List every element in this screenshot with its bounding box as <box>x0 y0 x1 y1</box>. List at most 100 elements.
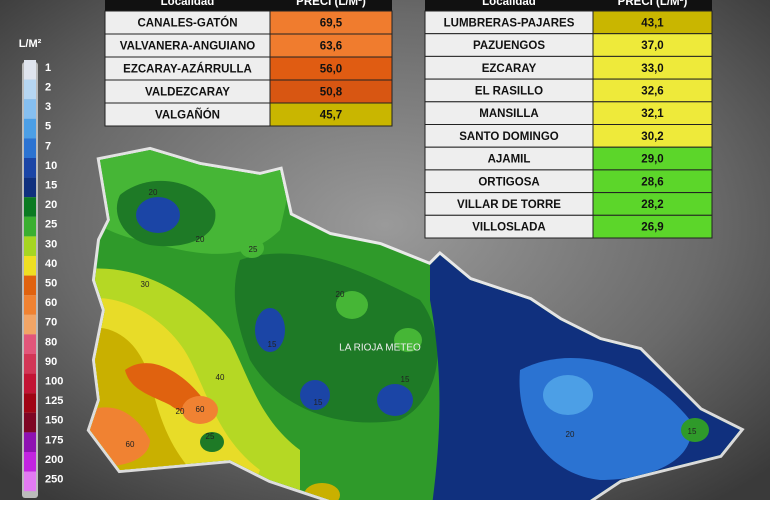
legend-swatch <box>24 275 36 296</box>
legend-label: 2 <box>45 82 51 94</box>
precip-value: 43,1 <box>641 17 664 29</box>
legend-label: 50 <box>45 278 57 290</box>
location-name: MANSILLA <box>479 108 538 120</box>
legend-label: 200 <box>45 454 63 466</box>
legend-swatch <box>24 452 36 472</box>
legend-label: 175 <box>45 434 63 446</box>
contour-label: 15 <box>401 375 410 384</box>
precip-value: 32,6 <box>641 85 663 97</box>
legend-swatch <box>24 79 36 100</box>
legend: 1 2 3 5 7 10 15 20 25 30 40 50 60 70 80 90 100 125 150 175 2… <box>24 60 63 492</box>
precip-value: 29,0 <box>641 154 663 166</box>
precip-value: 30,2 <box>641 131 663 143</box>
contour-label: 25 <box>206 432 215 441</box>
legend-title: L/M² <box>19 38 42 50</box>
table-header <box>425 0 712 11</box>
location-name: EL RASILLO <box>475 85 543 97</box>
legend-swatch <box>24 138 36 158</box>
location-name: VILLAR DE TORRE <box>457 199 561 211</box>
legend-label: 5 <box>45 121 51 133</box>
legend-swatch <box>24 197 36 217</box>
location-name: LUMBRERAS-PAJARES <box>444 17 575 29</box>
legend-swatch <box>24 412 36 433</box>
precip-value: 50,8 <box>320 87 343 99</box>
legend-swatch <box>24 177 36 198</box>
legend-swatch <box>24 314 36 335</box>
watermark: LA RIOJA METEO <box>339 343 421 354</box>
legend-swatch <box>24 354 36 374</box>
location-name: PAZUENGOS <box>473 40 545 52</box>
legend-label: 10 <box>45 160 57 172</box>
legend-label: 100 <box>45 376 63 388</box>
legend-label: 7 <box>45 140 51 152</box>
location-name: VALVANERA-ANGUIANO <box>120 41 255 53</box>
legend-label: 15 <box>45 180 57 192</box>
precip-value: 69,5 <box>320 18 343 30</box>
legend-label: 70 <box>45 317 57 329</box>
contour-label: 20 <box>149 188 158 197</box>
legend-label: 40 <box>45 258 57 270</box>
legend-label: 250 <box>45 474 63 486</box>
legend-label: 150 <box>45 415 63 427</box>
precip-value: 63,6 <box>320 41 342 53</box>
legend-label: 3 <box>45 101 51 113</box>
contour-label: 25 <box>249 245 258 254</box>
legend-swatch <box>24 216 36 237</box>
contour-label: 20 <box>336 290 345 299</box>
legend-swatch <box>24 295 36 315</box>
legend-swatch <box>24 236 36 256</box>
legend-swatch <box>24 60 36 80</box>
precip-value: 32,1 <box>641 108 664 120</box>
precip-value: 37,0 <box>641 40 663 52</box>
header-cell: PRECI (L/M²) <box>618 0 688 8</box>
legend-label: 25 <box>45 219 57 231</box>
contour-label: 60 <box>126 440 135 449</box>
precip-value: 45,7 <box>320 110 342 122</box>
legend-swatch <box>24 373 36 394</box>
legend-label: 80 <box>45 336 57 348</box>
contour-label: 15 <box>268 340 277 349</box>
legend-swatch <box>24 432 36 452</box>
legend-label: 1 <box>45 62 51 74</box>
location-name: VILLOSLADA <box>472 222 545 234</box>
contour-label: 30 <box>141 280 150 289</box>
legend-label: 125 <box>45 395 63 407</box>
contour-label: 20 <box>176 407 185 416</box>
location-name: CANALES-GATÓN <box>137 17 237 30</box>
contour-label: 15 <box>314 398 323 407</box>
legend-label: 90 <box>45 356 57 368</box>
legend-swatch <box>24 393 36 413</box>
legend-swatch <box>24 256 36 276</box>
legend-swatch <box>24 118 36 139</box>
contour-labels: 20 20 25 30 40 20 60 60 25 20 15 15 15 15 20 <box>126 188 697 449</box>
legend-label: 60 <box>45 297 57 309</box>
contour-label: 20 <box>196 235 205 244</box>
legend-label: 20 <box>45 199 57 211</box>
location-name: EZCARAY <box>482 63 537 75</box>
contour-label: 15 <box>688 427 697 436</box>
precip-value: 33,0 <box>641 63 663 75</box>
location-name: EZCARAY-AZÁRRULLA <box>123 63 252 76</box>
header-cell: Localidad <box>482 0 536 8</box>
contour-label: 20 <box>566 430 575 439</box>
precip-value: 28,6 <box>641 176 663 188</box>
contour-label: 40 <box>216 373 225 382</box>
legend-swatch <box>24 471 36 492</box>
legend-swatch <box>24 334 36 354</box>
contour-label: 60 <box>196 405 205 414</box>
location-name: AJAMIL <box>488 154 531 166</box>
table-header <box>105 0 392 11</box>
legend-label: 30 <box>45 238 57 250</box>
legend-swatch <box>24 99 36 119</box>
header-cell: PRECI (L/M²) <box>296 0 366 8</box>
location-name: SANTO DOMINGO <box>459 131 559 143</box>
header-cell: Localidad <box>161 0 215 8</box>
location-name: ORTIGOSA <box>478 176 539 188</box>
precip-value: 28,2 <box>641 199 663 211</box>
value-cell <box>592 214 713 239</box>
legend-swatch <box>24 158 36 178</box>
location-name: VALDEZCARAY <box>145 87 230 99</box>
value-cell <box>269 102 393 127</box>
